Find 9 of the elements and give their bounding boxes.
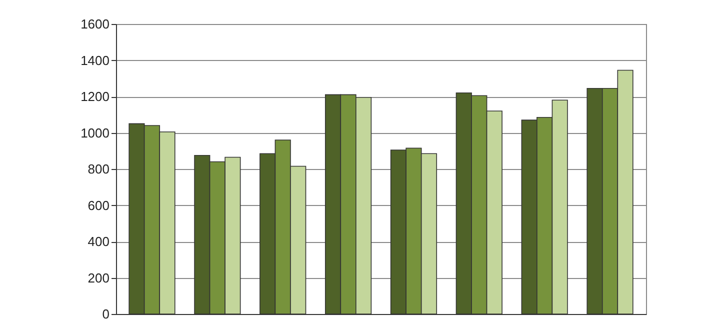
y-tick-label: 1400 — [80, 52, 110, 68]
y-tick-label: 800 — [88, 162, 110, 176]
y-tick-label: 200 — [88, 270, 110, 286]
y-tick-label: 1200 — [80, 89, 110, 104]
y-tick-label: 0 — [102, 306, 110, 322]
y-tick-label: 1000 — [80, 125, 110, 140]
y-tick-label: 1600 — [80, 16, 110, 32]
y-tick-label: 600 — [88, 198, 110, 213]
y-tick-label: 400 — [88, 234, 110, 249]
